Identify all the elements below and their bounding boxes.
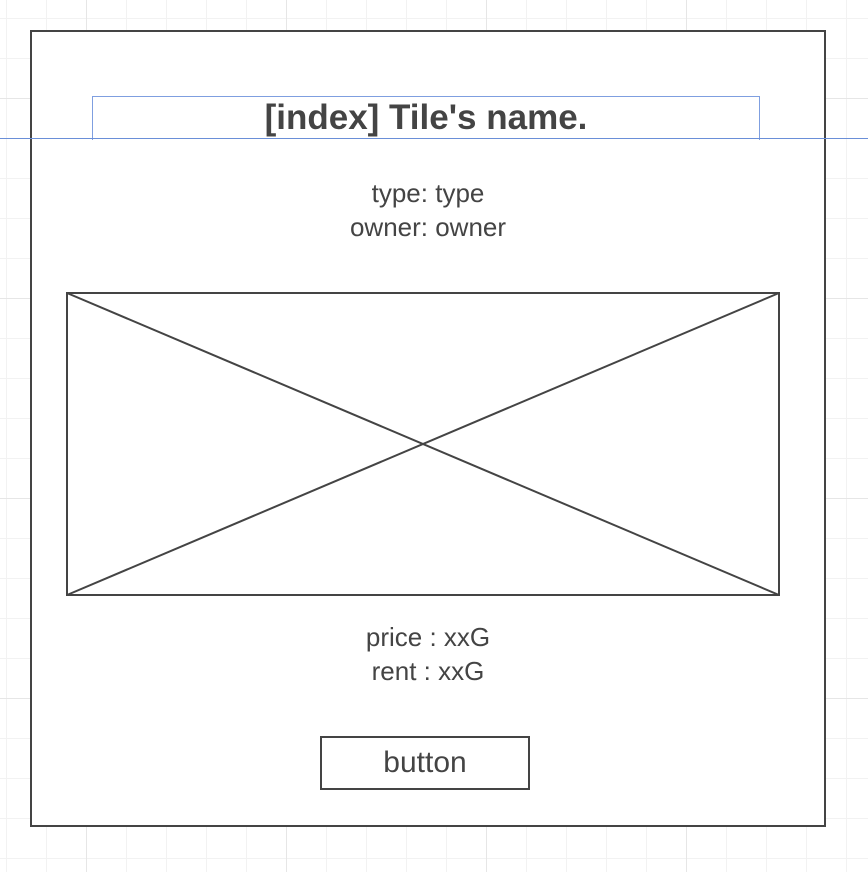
image-placeholder-icon: [66, 292, 780, 596]
tile-price-label: price : xxG: [365, 622, 491, 652]
placeholder-diagonal-b: [66, 292, 780, 596]
tile-title: [index] Tile's name.: [264, 98, 588, 137]
tile-owner-label: owner: owner: [349, 212, 507, 242]
title-selection-box[interactable]: [92, 96, 760, 140]
tile-type-label: type: type: [371, 178, 485, 208]
tile-price-info: price : xxG rent : xxG: [30, 620, 826, 688]
alignment-guide-line: [0, 138, 868, 139]
tile-rent-label: rent : xxG: [371, 656, 485, 686]
tile-action-button[interactable]: button: [320, 736, 530, 790]
image-placeholder: [66, 292, 780, 596]
tile-meta-info: type: type owner: owner: [30, 176, 826, 244]
